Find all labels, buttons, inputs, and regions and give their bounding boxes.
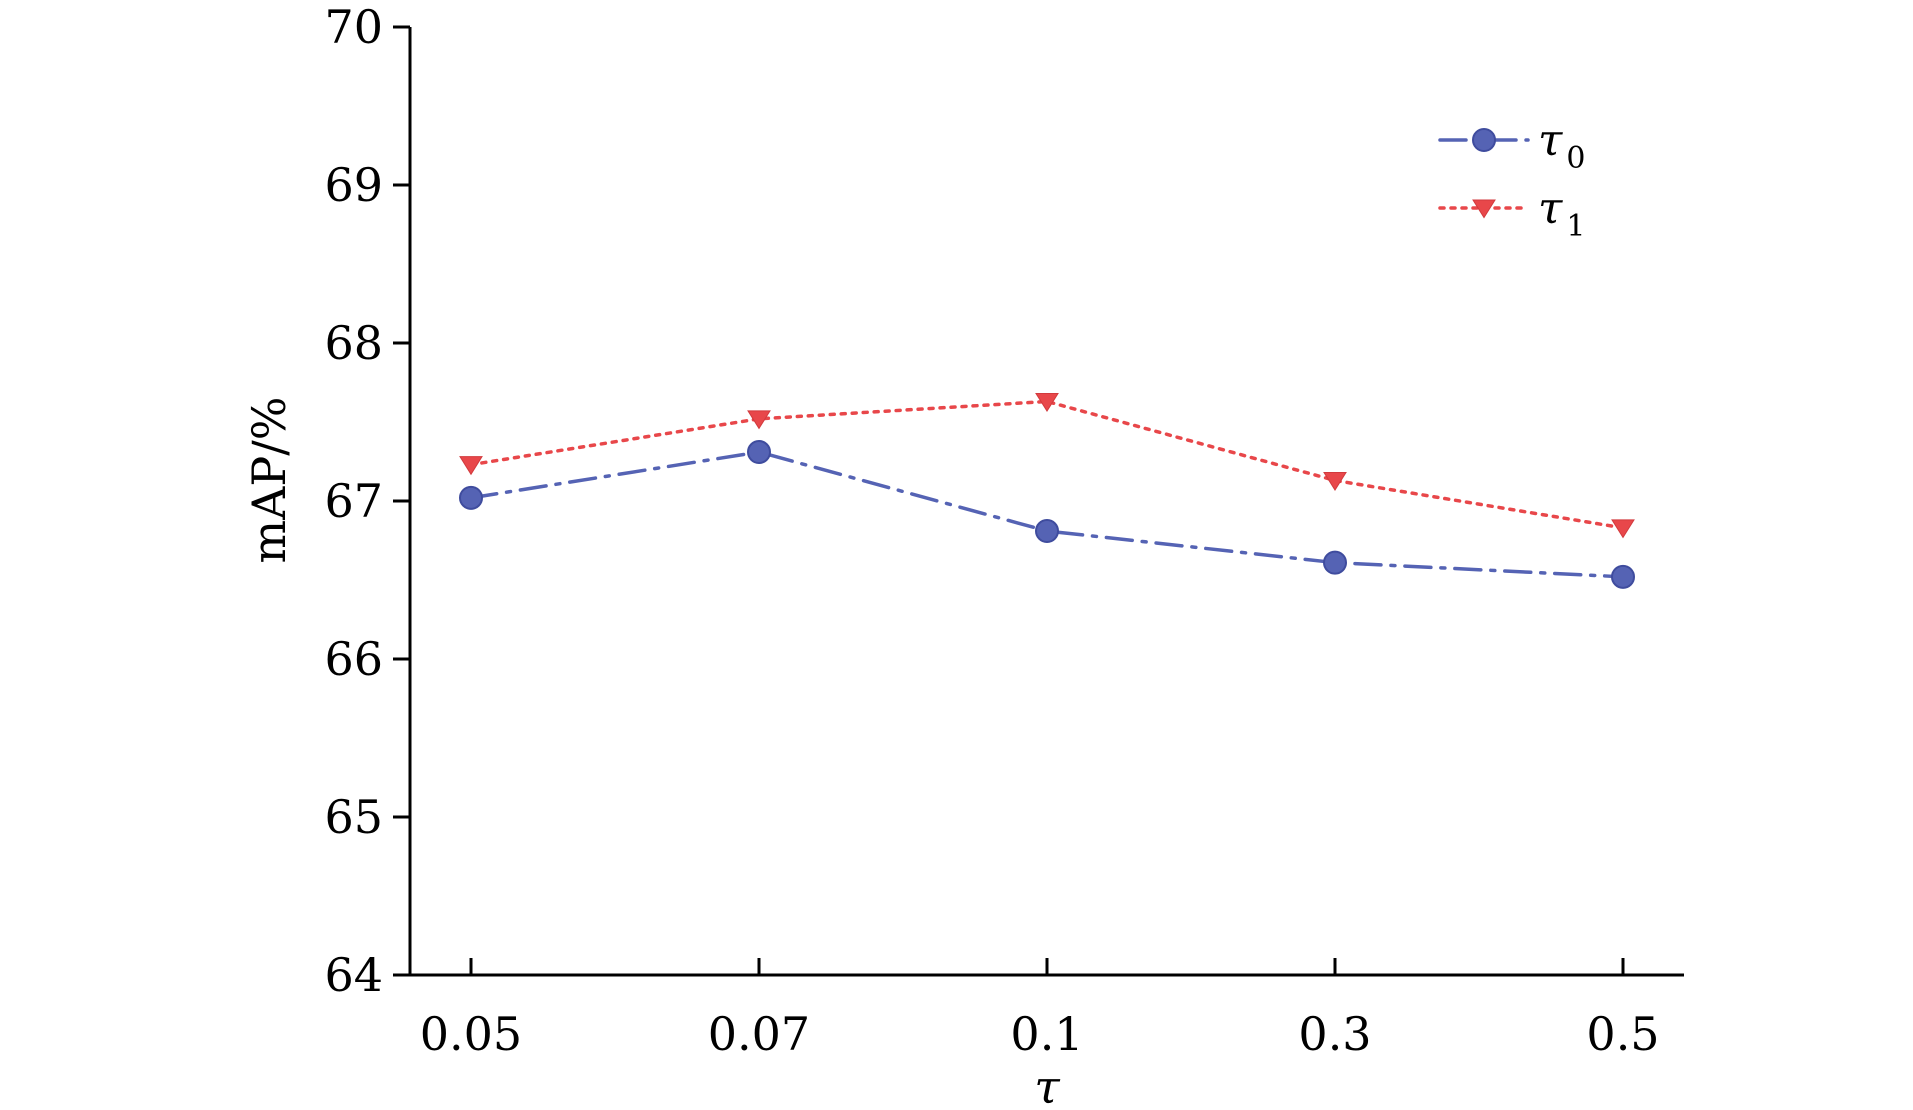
y-axis-title: mAP/% — [242, 397, 296, 564]
data-point-circle — [1472, 128, 1496, 152]
data-point-triangle — [1323, 471, 1347, 492]
x-axis-title: τ — [1034, 1060, 1061, 1110]
x-tick-label: 0.1 — [1010, 1007, 1083, 1061]
series-1 — [459, 392, 1635, 539]
y-ticks: 64 65 66 67 68 69 70 — [324, 0, 410, 1002]
x-tick-label: 0.3 — [1298, 1007, 1371, 1061]
data-point-circle — [1323, 550, 1347, 575]
x-tick-label: 0.05 — [420, 1007, 522, 1061]
y-tick-label: 64 — [324, 948, 383, 1002]
legend: τ 0τ 1 — [1438, 115, 1585, 244]
x-tick-label: 0.5 — [1586, 1007, 1659, 1061]
data-point-triangle — [1472, 199, 1496, 219]
x-tick-label: 0.07 — [708, 1007, 810, 1061]
data-point-triangle — [459, 456, 483, 476]
data-point-circle — [1035, 519, 1059, 544]
series-line — [469, 450, 1625, 579]
data-point-triangle — [1611, 519, 1635, 539]
series-line — [469, 399, 1625, 530]
series-layer — [459, 392, 1635, 589]
legend-label-subscript: 0 — [1566, 141, 1585, 176]
y-tick-label: 69 — [324, 158, 383, 212]
data-point-triangle — [747, 410, 771, 430]
data-point-circle — [1611, 564, 1635, 589]
y-tick-label: 68 — [324, 316, 383, 370]
x-ticks: 0.05 0.07 0.1 0.3 0.5 — [420, 958, 1660, 1061]
y-tick-label: 67 — [324, 474, 383, 528]
legend-label-symbol: τ — [1538, 115, 1563, 166]
data-point-circle — [747, 440, 771, 465]
y-tick-label: 70 — [324, 0, 383, 54]
legend-label-symbol: τ — [1538, 183, 1563, 234]
axes — [408, 27, 1684, 977]
data-point-triangle — [1035, 392, 1059, 413]
y-tick-label: 66 — [324, 632, 383, 686]
legend-label-subscript: 1 — [1566, 209, 1585, 244]
series-0 — [459, 440, 1635, 589]
y-tick-label: 65 — [324, 790, 383, 844]
data-point-circle — [459, 485, 483, 510]
